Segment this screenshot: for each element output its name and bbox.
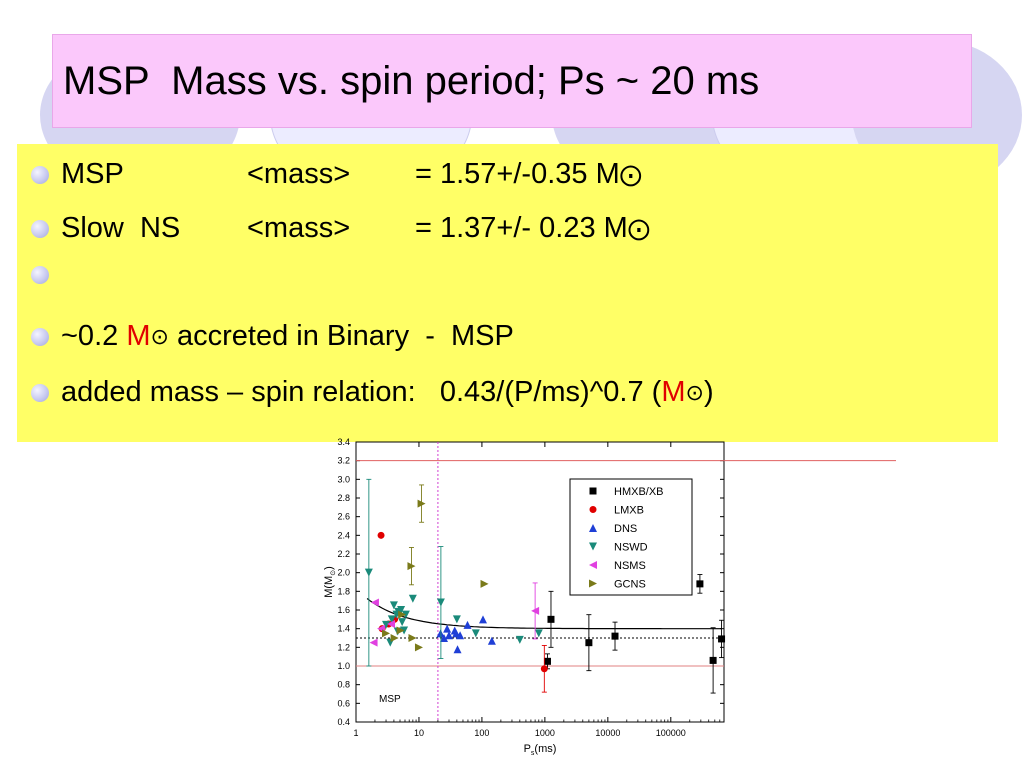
y-axis-label: M(M⊙)	[323, 566, 337, 598]
legend-label: NSMS	[614, 560, 646, 572]
data-point	[369, 638, 378, 647]
legend-box	[569, 478, 693, 596]
data-point	[543, 657, 551, 665]
data-point	[453, 645, 462, 654]
data-point	[611, 632, 619, 640]
y-tick-label: 2.8	[337, 493, 350, 503]
data-point	[377, 531, 385, 539]
y-tick-label: 3.0	[337, 474, 350, 484]
data-point	[408, 594, 417, 603]
data-point	[478, 615, 487, 624]
data-point	[398, 610, 407, 619]
data-point	[370, 598, 379, 607]
x-tick-label: 100	[474, 728, 489, 738]
bullet-dot-icon	[31, 327, 49, 346]
data-point	[456, 631, 465, 640]
y-tick-label: 3.4	[337, 437, 350, 447]
data-point	[585, 639, 593, 647]
y-tick-label: 2.4	[337, 530, 350, 540]
x-axis-label: Ps(ms)	[524, 743, 557, 757]
legend-label: HMXB/XB	[614, 486, 664, 498]
slide-title: MSP Mass vs. spin period; Ps ~ 20 ms	[63, 59, 760, 103]
data-point	[408, 634, 417, 642]
bullet-dot-icon	[31, 219, 49, 238]
data-point	[718, 635, 726, 643]
legend-marker	[589, 542, 597, 551]
y-tick-label: 0.6	[337, 698, 350, 708]
legend-marker	[589, 506, 597, 513]
title-bar: MSP Mass vs. spin period; Ps ~ 20 ms	[52, 34, 972, 128]
legend-label: LMXB	[614, 505, 644, 517]
data-point	[443, 624, 452, 633]
data-point	[463, 620, 472, 629]
y-tick-label: 1.4	[337, 624, 350, 634]
y-tick-label: 1.6	[337, 605, 350, 615]
data-point	[452, 615, 461, 624]
data-point	[417, 499, 426, 508]
data-point	[440, 634, 449, 642]
data-point	[436, 598, 445, 607]
data-point	[540, 665, 548, 673]
y-tick-label: 1.0	[337, 661, 350, 671]
data-point	[471, 629, 480, 638]
legend-label: NSWD	[614, 542, 648, 554]
legend-marker	[589, 524, 597, 532]
data-point	[414, 643, 423, 652]
y-tick-label: 1.8	[337, 586, 350, 596]
x-tick-label: 1000	[535, 728, 555, 738]
data-point	[396, 626, 405, 635]
data-point	[397, 606, 406, 614]
data-point	[382, 620, 391, 629]
bullet-slow-ns-mass: Slow NS <mass> = 1.37+/- 0.23 M ⨀	[31, 212, 650, 245]
data-point	[534, 629, 543, 638]
data-point	[696, 580, 704, 588]
data-point	[387, 620, 396, 628]
fit-curve	[366, 598, 722, 630]
bullet-dot-icon	[31, 266, 49, 284]
y-tick-label: 1.2	[337, 642, 350, 652]
legend-marker	[589, 487, 597, 495]
data-point	[389, 601, 398, 610]
data-point	[398, 618, 407, 627]
x-tick-label: 1	[353, 728, 358, 738]
bullet-empty	[31, 266, 61, 284]
content-box: MSP <mass> = 1.57+/-0.35 M ⨀ Slow NS <mas…	[17, 144, 998, 442]
x-tick-label: 10	[414, 728, 424, 738]
data-point	[407, 562, 416, 571]
bullet-msp-mass: MSP <mass> = 1.57+/-0.35 M ⨀	[31, 158, 642, 191]
mass-vs-spin-chart: 0.4 0.6 0.8 1.0 1.2 1.4 1.6 1.8 2.0 2.2 2.4 2.6 2.8 3…	[323, 437, 896, 757]
y-tick-label: 0.4	[337, 717, 350, 727]
data-point	[480, 579, 489, 588]
bullet-dot-icon	[31, 383, 49, 402]
legend-marker	[589, 579, 597, 588]
bullet-added-mass-relation: added mass – spin relation: 0.43/(P/ms)^…	[31, 376, 714, 409]
msp-annotation: MSP	[379, 694, 401, 705]
y-tick-label: 0.8	[337, 680, 350, 690]
x-tick-label: 10000	[595, 728, 620, 738]
data-point	[382, 629, 391, 638]
data-point	[444, 631, 453, 640]
data-point	[364, 568, 373, 577]
legend-label: GCNS	[614, 579, 646, 591]
bullet-accreted: ~0.2 M ⊙ accreted in Binary - MSP	[31, 320, 514, 353]
data-point	[487, 636, 496, 645]
data-point	[515, 635, 524, 644]
bullet-dot-icon	[31, 165, 49, 184]
legend-label: DNS	[614, 523, 637, 535]
legend-marker	[589, 561, 597, 569]
data-point	[387, 615, 396, 624]
y-tick-label: 2.0	[337, 568, 350, 578]
data-point	[390, 634, 399, 642]
y-tick-label: 2.2	[337, 549, 350, 559]
y-tick-label: 2.6	[337, 512, 350, 522]
y-tick-label: 3.2	[337, 456, 350, 466]
x-tick-label: 100000	[656, 728, 686, 738]
data-point	[709, 656, 717, 664]
data-point	[547, 615, 555, 623]
data-point	[531, 606, 540, 615]
